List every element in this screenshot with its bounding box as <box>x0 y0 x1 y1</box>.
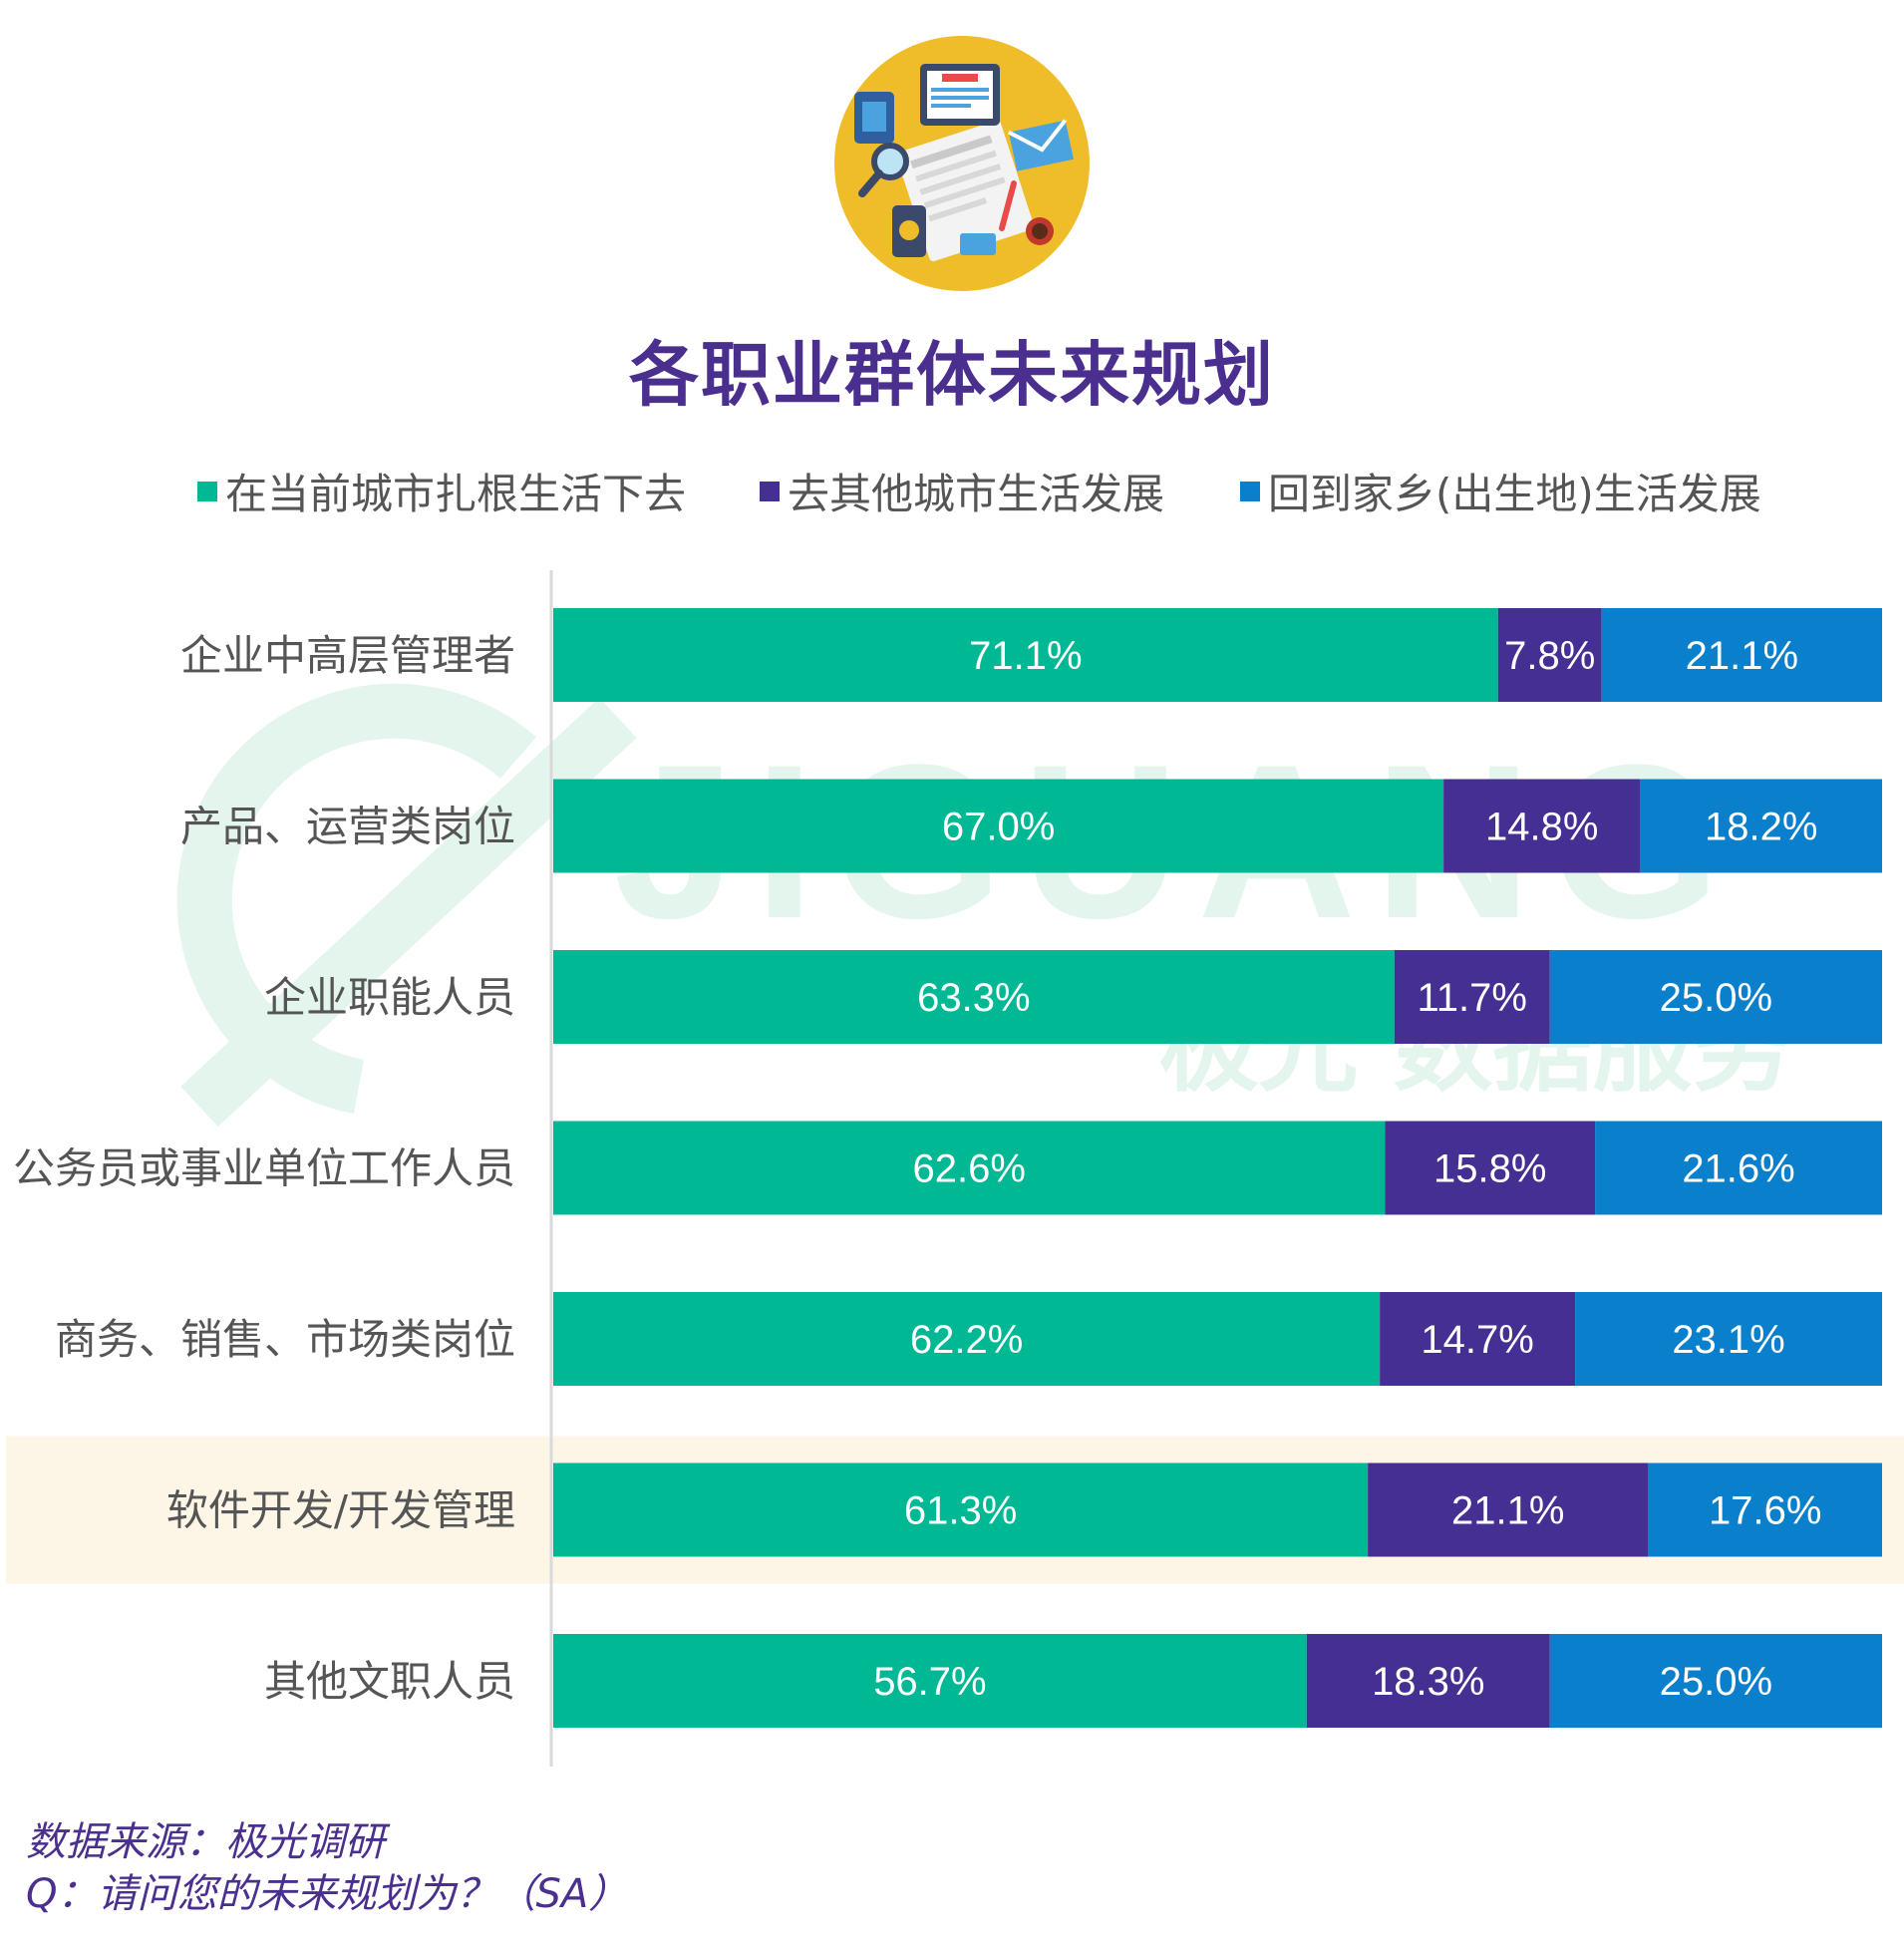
bar-segment-1 <box>553 1292 1381 1386</box>
news-illustration-icon <box>834 36 1090 291</box>
data-label: 21.1% <box>1686 634 1798 678</box>
data-label: 18.3% <box>1372 1660 1484 1704</box>
category-label: 商务、销售、市场类岗位 <box>55 1315 515 1364</box>
data-label: 67.0% <box>942 806 1055 849</box>
legend-swatch-stay <box>197 481 217 501</box>
legend-item-other-city: 去其他城市生活发展 <box>760 461 1164 521</box>
survey-question-note: Q：请问您的未来规划为？（SA） <box>26 1871 629 1917</box>
data-label: 11.7% <box>1418 976 1527 1020</box>
legend-item-stay: 在当前城市扎根生活下去 <box>197 461 686 521</box>
footer: 数据来源：极光调研 Q：请问您的未来规划为？（SA） <box>26 1816 628 1920</box>
category-label: 软件开发/开发管理 <box>166 1486 515 1535</box>
legend: 在当前城市扎根生活下去 去其他城市生活发展 回到家乡(出生地)生活发展 <box>0 461 1904 520</box>
legend-label-stay: 在当前城市扎根生活下去 <box>225 470 687 518</box>
data-label: 15.8% <box>1433 1147 1546 1191</box>
data-label: 61.3% <box>904 1489 1017 1533</box>
data-label: 14.7% <box>1421 1318 1533 1362</box>
bar-segment-2 <box>1497 608 1602 702</box>
category-label: 企业中高层管理者 <box>180 631 515 680</box>
category-label: 公务员或事业单位工作人员 <box>13 1144 515 1193</box>
bar-segment-2 <box>1394 950 1550 1044</box>
bar-segment-2 <box>1443 779 1641 873</box>
bar-segment-2 <box>1380 1292 1576 1386</box>
bar-segment-3 <box>1549 1634 1882 1728</box>
bar-segment-1 <box>553 950 1395 1044</box>
data-label: 14.8% <box>1485 806 1598 849</box>
bar-segment-2 <box>1368 1462 1649 1557</box>
legend-swatch-hometown <box>1240 481 1260 501</box>
bar-segment-3 <box>1549 950 1882 1044</box>
bar-segment-1 <box>553 1634 1307 1728</box>
data-label: 17.6% <box>1709 1489 1821 1533</box>
data-label: 71.1% <box>969 634 1082 678</box>
data-label: 25.0% <box>1660 976 1772 1020</box>
data-label: 7.8% <box>1504 634 1595 678</box>
category-label: 其他文职人员 <box>264 1657 515 1706</box>
data-label: 63.3% <box>917 976 1030 1020</box>
legend-item-hometown: 回到家乡(出生地)生活发展 <box>1240 461 1761 521</box>
bar-segment-3 <box>1640 779 1882 873</box>
data-label: 23.1% <box>1672 1318 1784 1362</box>
category-label: 企业职能人员 <box>264 973 515 1022</box>
bar-segment-1 <box>553 608 1498 702</box>
bar-segment-3 <box>1595 1121 1882 1215</box>
bar-segment-3 <box>1575 1292 1882 1386</box>
bar-segment-2 <box>1385 1121 1596 1215</box>
bar-segment-2 <box>1306 1634 1550 1728</box>
bar-segment-1 <box>553 1121 1386 1215</box>
data-label: 62.2% <box>910 1318 1023 1362</box>
data-label: 62.6% <box>913 1147 1026 1191</box>
legend-label-hometown: 回到家乡(出生地)生活发展 <box>1268 470 1761 518</box>
data-label: 25.0% <box>1660 1660 1772 1704</box>
data-label: 21.6% <box>1682 1147 1794 1191</box>
bar-segment-1 <box>553 779 1444 873</box>
data-label: 56.7% <box>873 1660 986 1704</box>
legend-label-other-city: 去其他城市生活发展 <box>788 470 1165 518</box>
legend-swatch-other-city <box>760 481 780 501</box>
bar-segment-1 <box>553 1462 1369 1557</box>
bar-segment-3 <box>1601 608 1882 702</box>
bar-segment-3 <box>1648 1462 1882 1557</box>
data-source-note: 数据来源：极光调研 <box>26 1819 385 1865</box>
data-label: 18.2% <box>1705 806 1817 849</box>
chart-title: 各职业群体未来规划 <box>629 334 1275 416</box>
category-label: 产品、运营类岗位 <box>180 803 515 851</box>
data-label: 21.1% <box>1451 1489 1564 1533</box>
